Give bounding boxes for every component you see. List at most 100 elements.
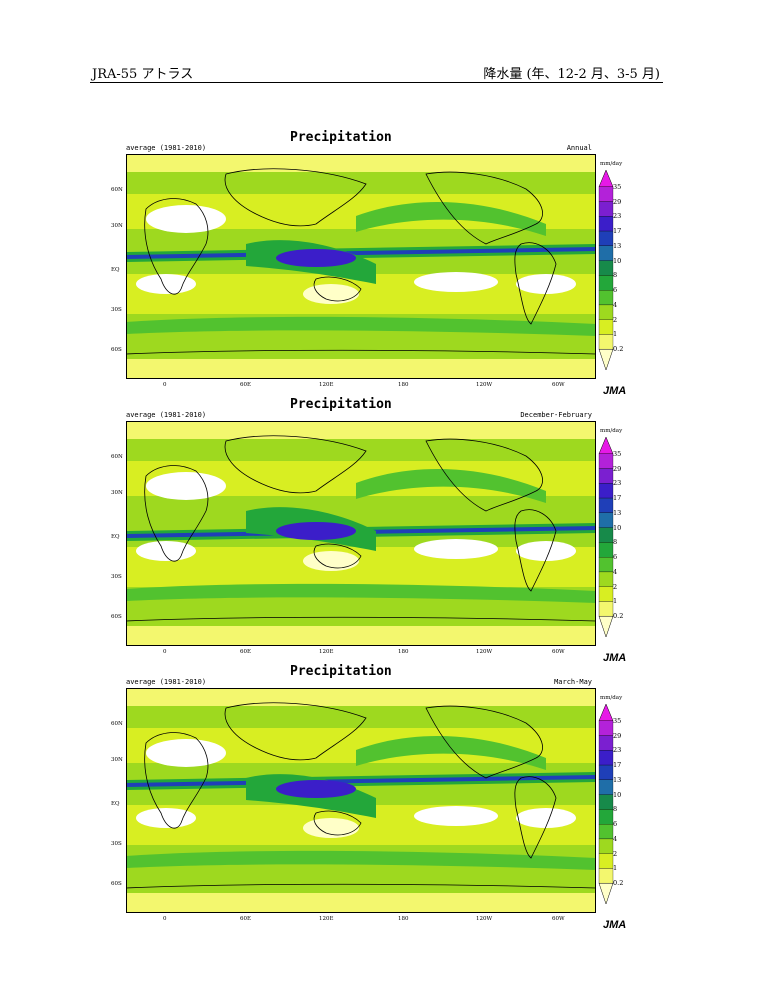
colorbar-tick-label: 23 bbox=[613, 479, 622, 488]
colorbar-segment bbox=[598, 275, 614, 291]
latitude-label: 60N bbox=[111, 721, 123, 727]
colorbar-segment bbox=[598, 735, 614, 751]
colorbar-segment bbox=[598, 750, 614, 766]
colorbar-tick-label: 4 bbox=[613, 300, 618, 309]
latitude-label: 30S bbox=[111, 574, 122, 580]
colorbar-segment bbox=[598, 186, 614, 202]
longitude-label: 180 bbox=[398, 382, 409, 388]
colorbar-segment bbox=[598, 319, 614, 335]
colorbar-tick-label: 35 bbox=[613, 182, 622, 191]
colorbar-segment bbox=[598, 512, 614, 528]
longitude-label: 60E bbox=[240, 382, 252, 388]
colorbar-segment bbox=[598, 615, 614, 638]
colorbar-tick-label: 35 bbox=[613, 716, 622, 725]
colorbar-tick-label: 35 bbox=[613, 449, 622, 458]
jma-logo: JMA bbox=[603, 385, 627, 397]
precip-map-panel: Precipitation average (1981-2010) December… bbox=[0, 395, 765, 664]
longitude-label: 120W bbox=[476, 649, 493, 655]
jma-logo: JMA bbox=[603, 919, 627, 931]
longitude-label: 0 bbox=[163, 649, 167, 655]
units-label: mm/day bbox=[600, 695, 623, 701]
colorbar-segment bbox=[598, 882, 614, 905]
colorbar-segment bbox=[598, 868, 614, 884]
colorbar-segment bbox=[598, 779, 614, 795]
colorbar-segment bbox=[598, 824, 614, 840]
colorbar-segment bbox=[598, 794, 614, 810]
colorbar-segment bbox=[598, 601, 614, 617]
longitude-label: 180 bbox=[398, 649, 409, 655]
colorbar-tick-label: 4 bbox=[613, 567, 618, 576]
colorbar-tick-label: 13 bbox=[613, 508, 622, 517]
season-label: Annual bbox=[566, 144, 592, 152]
colorbar-tick-label: 4 bbox=[613, 834, 618, 843]
colorbar-tick-label: 1 bbox=[613, 597, 618, 606]
colorbar-tick-label: 17 bbox=[613, 227, 622, 236]
colorbar-tick-label: 17 bbox=[613, 761, 622, 770]
colorbar-segment bbox=[598, 809, 614, 825]
colorbar-segment bbox=[598, 853, 614, 869]
colorbar-segment bbox=[598, 216, 614, 232]
colorbar-tick-label: 17 bbox=[613, 494, 622, 503]
longitude-label: 0 bbox=[163, 916, 167, 922]
colorbar-tick-label: 23 bbox=[613, 746, 622, 755]
colorbar bbox=[598, 704, 614, 905]
colorbar-tick-label: 6 bbox=[613, 553, 618, 562]
colorbar-tick-label: 6 bbox=[613, 820, 618, 829]
map-title: Precipitation bbox=[290, 664, 392, 679]
colorbar-tick-label: 29 bbox=[613, 197, 622, 206]
colorbar-tick-label: 2 bbox=[613, 849, 618, 858]
longitude-label: 120E bbox=[319, 649, 334, 655]
jma-logo: JMA bbox=[603, 652, 627, 664]
colorbar-tick-label: 29 bbox=[613, 731, 622, 740]
colorbar-segment bbox=[598, 304, 614, 320]
latitude-label: EQ bbox=[111, 801, 120, 807]
colorbar-segment bbox=[598, 586, 614, 602]
colorbar-segment bbox=[598, 348, 614, 371]
colorbar-segment bbox=[598, 483, 614, 499]
colorbar-tick-label: 8 bbox=[613, 271, 618, 280]
map-title: Precipitation bbox=[290, 130, 392, 145]
colorbar-segment bbox=[598, 571, 614, 587]
latitude-label: EQ bbox=[111, 267, 120, 273]
longitude-label: 120W bbox=[476, 382, 493, 388]
units-label: mm/day bbox=[600, 161, 623, 167]
latitude-label: 60N bbox=[111, 187, 123, 193]
longitude-label: 120E bbox=[319, 916, 334, 922]
longitude-label: 60E bbox=[240, 916, 252, 922]
longitude-label: 60W bbox=[552, 649, 565, 655]
precip-map-panel: Precipitation average (1981-2010) March-Ma… bbox=[0, 662, 765, 931]
colorbar bbox=[598, 170, 614, 371]
latitude-label: 60S bbox=[111, 614, 122, 620]
colorbar-tick-label: 2 bbox=[613, 582, 618, 591]
longitude-label: 60W bbox=[552, 382, 565, 388]
colorbar bbox=[598, 437, 614, 638]
longitude-label: 0 bbox=[163, 382, 167, 388]
header-rule bbox=[90, 82, 663, 83]
latitude-label: 30S bbox=[111, 841, 122, 847]
colorbar-segment bbox=[598, 453, 614, 469]
colorbar-tick-label: 10 bbox=[613, 256, 622, 265]
colorbar-segment bbox=[598, 557, 614, 573]
latitude-label: 30N bbox=[111, 490, 123, 496]
latitude-label: 30S bbox=[111, 307, 122, 313]
colorbar-segment bbox=[598, 334, 614, 350]
colorbar-tick-label: 23 bbox=[613, 212, 622, 221]
period-label: average (1981-2010) bbox=[126, 678, 207, 686]
colorbar-segment bbox=[598, 497, 614, 513]
longitude-label: 180 bbox=[398, 916, 409, 922]
colorbar-tick-label: 10 bbox=[613, 790, 622, 799]
colorbar-tick-label: 2 bbox=[613, 315, 618, 324]
colorbar-tick-label: 0.2 bbox=[613, 612, 624, 621]
precip-map-panel: Precipitation average (1981-2010) Annual 60… bbox=[0, 128, 765, 397]
latitude-label: 60S bbox=[111, 881, 122, 887]
latitude-label: EQ bbox=[111, 534, 120, 540]
colorbar-tick-label: 1 bbox=[613, 330, 618, 339]
latitude-label: 60N bbox=[111, 454, 123, 460]
season-label: December-February bbox=[520, 411, 592, 419]
colorbar-segment bbox=[598, 437, 614, 455]
colorbar-segment bbox=[598, 764, 614, 780]
colorbar-segment bbox=[598, 260, 614, 276]
colorbar-tick-label: 6 bbox=[613, 286, 618, 295]
precipitation-map bbox=[126, 421, 596, 646]
period-label: average (1981-2010) bbox=[126, 144, 207, 152]
